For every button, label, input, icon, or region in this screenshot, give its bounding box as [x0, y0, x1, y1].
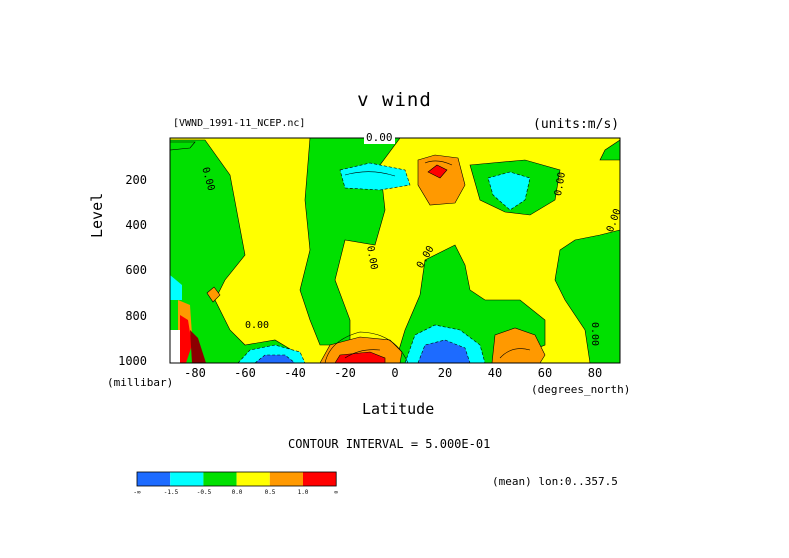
- x-tick-label: 20: [437, 366, 453, 380]
- x-tick-label: -40: [284, 366, 306, 380]
- y-axis-unit: (millibar): [107, 376, 174, 389]
- x-axis-unit: (degrees_north): [531, 383, 631, 396]
- units-label: (units:m/s): [533, 117, 620, 132]
- colorbar-label: 1.0: [297, 489, 309, 496]
- missing-data-wedge: [170, 330, 180, 363]
- mean-longitude-text: (mean) lon:0..357.5: [492, 475, 618, 488]
- red-region-pole: [180, 315, 192, 363]
- dark-steep-gradient: [190, 330, 206, 363]
- colorbar-label: -∞: [133, 489, 141, 496]
- colorbar-label: -1.5: [163, 489, 179, 496]
- y-tick-label: 600: [125, 263, 147, 277]
- x-tick-label: -20: [334, 366, 356, 380]
- y-tick-label: 400: [125, 218, 147, 232]
- contour-label: 0.00: [245, 320, 270, 331]
- x-tick-label: 80: [587, 366, 603, 380]
- plot-frame: [169, 137, 621, 364]
- chart-title: v wind: [357, 89, 432, 111]
- y-tick-label: 200: [125, 173, 147, 187]
- y-axis-label: Level: [88, 192, 106, 238]
- dataset-label: [VWND_1991-11_NCEP.nc]: [173, 118, 306, 129]
- contour-interval-text: CONTOUR INTERVAL = 5.000E-01: [288, 437, 491, 451]
- y-tick-label: 1000: [118, 354, 147, 368]
- cyan-region-subtropic: [339, 162, 411, 191]
- x-tick-label: 60: [537, 366, 553, 380]
- red-region-north-jet: [427, 164, 448, 179]
- x-tick-label: 0: [391, 366, 399, 380]
- x-tick-label: -60: [234, 366, 256, 380]
- y-tick-label: 800: [125, 309, 147, 323]
- contour-lines: [324, 160, 531, 364]
- blue-region-south-surface: [254, 354, 296, 364]
- colorbar-label: -0.5: [196, 489, 212, 496]
- orange-region-small: [206, 286, 221, 303]
- contour-label: 0.00: [364, 131, 395, 144]
- cyan-region-pole: [170, 275, 182, 300]
- colorbar-label: 0.5: [264, 489, 276, 496]
- contour-label: 0.00: [589, 322, 600, 347]
- x-tick-label: -80: [184, 366, 206, 380]
- colorbar-label: 0.0: [231, 489, 243, 496]
- cyan-region-north: [487, 171, 531, 211]
- x-tick-label: 40: [487, 366, 503, 380]
- orange-region-north-jet: [417, 154, 466, 206]
- colorbar-label: ∞: [334, 489, 338, 496]
- x-axis-label: Latitude: [362, 400, 435, 418]
